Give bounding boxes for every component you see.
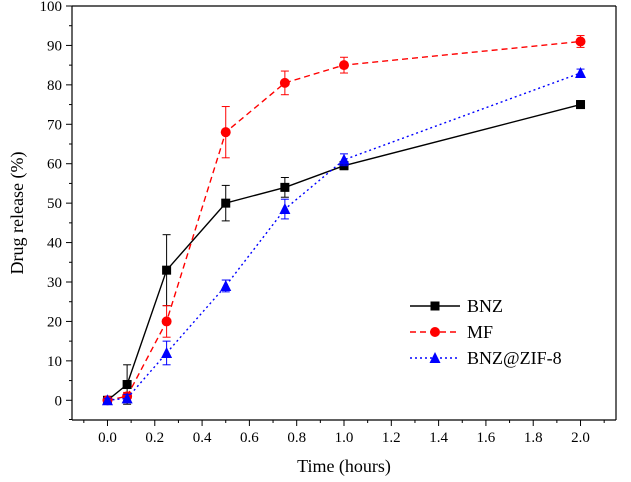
data-point <box>338 153 350 165</box>
x-tick-label: 0.0 <box>98 430 117 446</box>
legend-label: BNZ <box>467 296 503 316</box>
data-point <box>575 36 586 47</box>
data-point <box>279 77 290 88</box>
data-point <box>122 380 132 390</box>
y-tick-label: 90 <box>47 38 62 54</box>
y-tick-label: 40 <box>47 236 62 252</box>
data-point <box>161 316 172 327</box>
y-tick-label: 100 <box>40 0 63 15</box>
y-tick-label: 0 <box>55 393 63 409</box>
axes-layer: 0 10 20 30 40 50 60 70 80 90 100 0.0 0.2 0.4 0.6 0.8 1.0… <box>40 0 617 446</box>
legend-marker <box>430 327 440 337</box>
x-axis-title: Time (hours) <box>297 456 391 477</box>
data-point <box>221 198 231 208</box>
legend: BNZ MF BNZ@ZIF-8 <box>410 296 562 368</box>
x-tick-label: 0.4 <box>193 430 212 446</box>
data-point <box>575 67 587 79</box>
y-axis-title: Drug release (%) <box>7 152 28 275</box>
y-tick-label: 10 <box>47 354 62 370</box>
x-tick-label: 2.0 <box>571 430 590 446</box>
data-point <box>121 392 133 404</box>
data-point <box>576 100 586 110</box>
data-point <box>279 203 291 215</box>
x-tick-label: 1.6 <box>477 430 496 446</box>
y-tick-label: 60 <box>47 157 62 173</box>
data-point <box>280 182 290 192</box>
data-point <box>101 394 113 406</box>
x-tick-label: 1.0 <box>335 430 354 446</box>
data-point <box>339 60 349 71</box>
data-point <box>161 346 173 358</box>
x-tick-label: 0.8 <box>287 430 306 446</box>
x-tick-label: 1.2 <box>382 430 401 446</box>
x-tick-label: 1.8 <box>524 430 543 446</box>
y-tick-label: 30 <box>47 275 62 291</box>
legend-label: BNZ@ZIF-8 <box>467 348 562 368</box>
legend-marker <box>430 301 440 311</box>
y-tick-label: 80 <box>47 78 62 94</box>
x-tick-label: 0.2 <box>145 430 164 446</box>
x-tick-label: 0.6 <box>240 430 259 446</box>
y-tick-label: 70 <box>47 117 62 133</box>
data-point <box>220 279 232 291</box>
series-line <box>107 40 581 401</box>
series-layer <box>101 35 587 406</box>
data-point <box>220 127 231 138</box>
legend-marker <box>429 352 441 363</box>
x-tick-label: 1.4 <box>429 430 448 446</box>
legend-label: MF <box>467 322 493 342</box>
y-tick-label: 20 <box>47 314 62 330</box>
series-bnz-zif-8 <box>101 67 587 406</box>
data-point <box>162 265 172 275</box>
y-tick-label: 50 <box>47 196 62 212</box>
